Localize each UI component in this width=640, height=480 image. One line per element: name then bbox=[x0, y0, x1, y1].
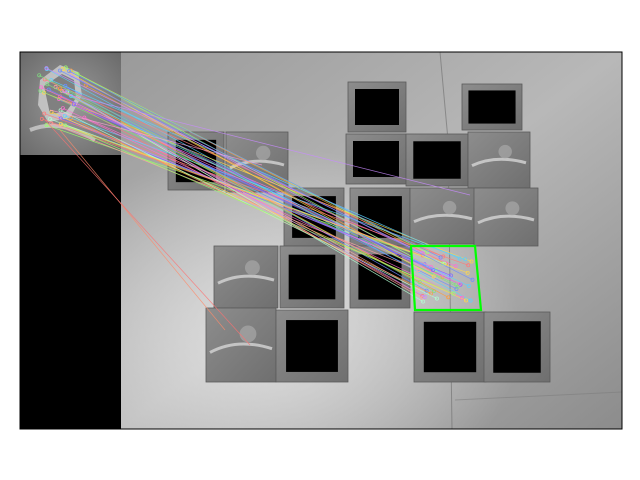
keypoint-marker bbox=[58, 86, 62, 91]
match-line bbox=[69, 70, 441, 258]
board-tile bbox=[345, 133, 407, 185]
keypoint-marker bbox=[49, 121, 54, 126]
keypoint-marker bbox=[66, 88, 71, 93]
match-line bbox=[64, 115, 466, 260]
keypoint-marker bbox=[453, 264, 458, 268]
keypoint-marker bbox=[58, 108, 63, 113]
board-tile bbox=[405, 133, 469, 187]
keypoint-marker bbox=[47, 117, 52, 121]
keypoint-marker bbox=[63, 65, 68, 70]
keypoint-marker bbox=[69, 116, 73, 121]
keypoint-marker bbox=[460, 295, 465, 300]
keypoint-marker bbox=[37, 73, 42, 78]
keypoint-marker bbox=[46, 87, 51, 92]
keypoint-marker bbox=[466, 263, 471, 268]
board-tile bbox=[275, 309, 349, 383]
keypoint-marker bbox=[464, 298, 469, 303]
keypoint-marker bbox=[38, 88, 43, 93]
keypoint-marker bbox=[60, 106, 65, 111]
match-line bbox=[44, 119, 251, 346]
match-line bbox=[59, 88, 449, 298]
keypoint-marker bbox=[446, 295, 451, 300]
keypoint-marker bbox=[62, 89, 67, 94]
board-tile bbox=[483, 311, 551, 383]
keypoint-marker bbox=[39, 116, 44, 121]
keypoint-marker bbox=[451, 291, 456, 296]
keypoint-marker bbox=[468, 298, 473, 303]
match-line bbox=[49, 109, 263, 166]
match-lines bbox=[37, 65, 475, 346]
keypoint-marker bbox=[457, 282, 462, 286]
keypoint-marker bbox=[58, 122, 63, 126]
board-tile bbox=[205, 307, 277, 383]
keypoint-marker bbox=[42, 111, 47, 116]
match-line bbox=[44, 79, 444, 257]
match-line bbox=[59, 129, 226, 331]
board-tile bbox=[409, 187, 477, 245]
match-line bbox=[60, 123, 468, 274]
match-line bbox=[44, 113, 469, 266]
match-line bbox=[62, 107, 463, 299]
board-tile bbox=[473, 187, 539, 247]
board-tile bbox=[347, 81, 407, 133]
board-tile bbox=[467, 131, 531, 189]
match-line bbox=[39, 74, 458, 288]
keypoint-marker bbox=[71, 102, 76, 107]
match-line bbox=[59, 96, 423, 297]
match-line bbox=[65, 125, 454, 294]
keypoint-marker bbox=[438, 255, 443, 260]
keypoint-marker bbox=[469, 259, 474, 264]
keypoint-marker bbox=[44, 66, 49, 71]
match-line bbox=[40, 90, 457, 285]
board-tile bbox=[213, 245, 279, 309]
keypoint-marker bbox=[416, 268, 421, 272]
keypoint-marker bbox=[458, 282, 463, 287]
keypoint-marker bbox=[45, 82, 50, 87]
keypoint-marker bbox=[42, 90, 46, 95]
keypoint-marker bbox=[421, 299, 425, 304]
detected-tile-outline bbox=[409, 244, 483, 312]
keypoint-marker bbox=[470, 277, 475, 282]
board-tile bbox=[279, 245, 345, 309]
figure-border bbox=[19, 51, 623, 430]
keypoint-marker bbox=[455, 284, 460, 289]
board-tiles bbox=[167, 81, 551, 383]
keypoint-marker bbox=[463, 257, 468, 262]
left-black-panel bbox=[20, 155, 121, 429]
keypoint-marker bbox=[63, 123, 68, 128]
keypoint-marker bbox=[420, 293, 425, 298]
keypoint-marker bbox=[58, 68, 62, 73]
keypoint-marker bbox=[62, 113, 67, 118]
board-tile bbox=[461, 83, 523, 131]
keypoint-marker bbox=[434, 296, 439, 301]
match-line bbox=[60, 110, 438, 299]
match-line bbox=[48, 89, 457, 290]
match-line bbox=[70, 95, 469, 287]
keypoint-marker bbox=[39, 85, 44, 90]
match-line bbox=[69, 94, 471, 196]
keypoint-marker bbox=[417, 280, 422, 284]
keypoint-marker bbox=[454, 286, 459, 291]
keypoint-marker bbox=[58, 116, 63, 121]
keypoint-marker bbox=[431, 274, 436, 279]
keypoint-marker bbox=[466, 283, 471, 288]
match-line bbox=[51, 123, 419, 271]
keypoint-marker bbox=[67, 69, 72, 74]
match-line bbox=[59, 70, 473, 281]
board-tile bbox=[413, 311, 487, 383]
keypoint-marker bbox=[465, 270, 470, 275]
keypoint-marker bbox=[431, 268, 435, 272]
keypoint-marker bbox=[422, 294, 427, 299]
keypoint-marker bbox=[44, 123, 49, 128]
